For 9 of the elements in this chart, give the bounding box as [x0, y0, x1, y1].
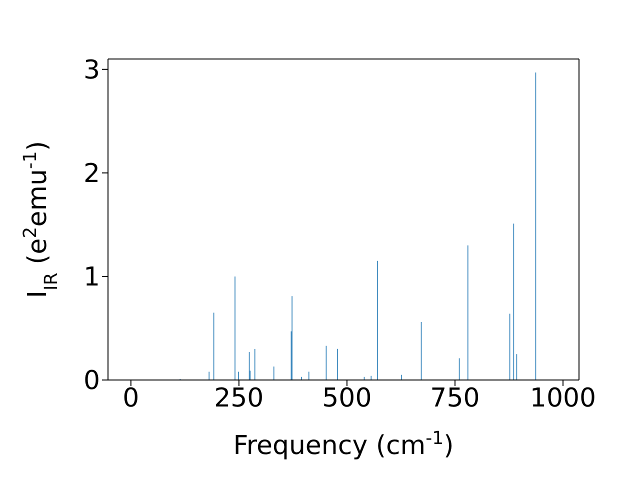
- x-tick-label: 0: [122, 383, 140, 414]
- y-tick-label: 3: [83, 56, 100, 86]
- y-tick-label: 2: [83, 159, 100, 190]
- y-tick-label: 1: [83, 262, 100, 293]
- x-tick-label: 750: [430, 383, 480, 414]
- x-tick-label: 500: [322, 383, 372, 414]
- x-tick-label: 1000: [530, 383, 596, 414]
- x-axis-title: Frequency (cm$^{-1}$): [233, 428, 454, 461]
- x-tick-label: 250: [214, 383, 264, 414]
